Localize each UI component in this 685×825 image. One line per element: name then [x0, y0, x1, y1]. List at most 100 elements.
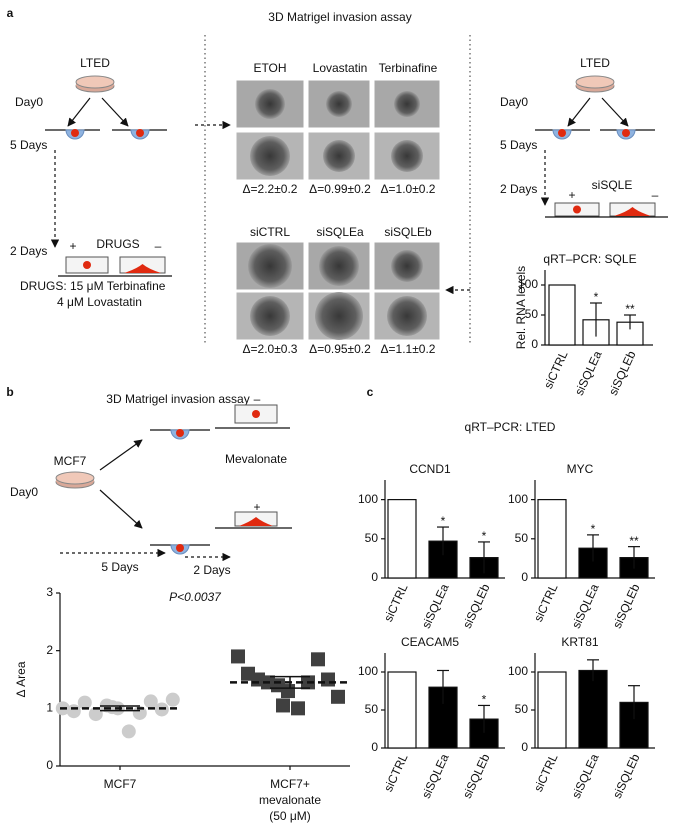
label: 2 Days: [10, 244, 47, 258]
label: Δ=2.2±0.2: [243, 182, 298, 196]
spheroid: [391, 250, 423, 282]
y-tick-label: 50: [515, 531, 529, 545]
spheroid: [391, 140, 423, 172]
point: [66, 704, 81, 719]
arrow: [99, 489, 143, 529]
arrow: [567, 97, 591, 127]
cell: [71, 129, 79, 137]
x-tick-label: siSQLEb: [610, 751, 643, 800]
y-tick-label: 0: [521, 570, 528, 584]
y-tick-label: 1: [46, 701, 53, 715]
label: LTED: [80, 56, 110, 70]
x-tick-label: MCF7: [104, 777, 137, 791]
significance: *: [591, 522, 596, 536]
point: [281, 684, 295, 699]
bar: [387, 671, 417, 749]
point: [231, 649, 245, 664]
point: [331, 689, 345, 704]
point: [77, 695, 92, 710]
dish: [55, 471, 95, 485]
arrow: [601, 97, 629, 127]
x-tick-label: siSQLEa: [569, 581, 602, 630]
arrow: [99, 439, 143, 471]
bar: [548, 284, 576, 346]
y-tick-label: 100: [358, 492, 378, 506]
point: [291, 701, 305, 716]
bar: [578, 669, 608, 749]
point: [143, 694, 158, 709]
chart-title: qRT–PCR: SQLE: [543, 252, 636, 266]
arrow: [67, 97, 91, 127]
label: 5 Days: [500, 138, 537, 152]
cell: [176, 544, 184, 552]
significance: *: [441, 514, 446, 528]
point: [88, 707, 103, 722]
label: Δ=1.0±0.2: [381, 182, 436, 196]
label: 4 μM Lovastatin: [57, 295, 142, 309]
x-tick-label: siSQLEa: [419, 581, 452, 630]
y-tick-label: 0: [46, 758, 53, 772]
label: MCF7: [54, 454, 87, 468]
y-tick-label: 50: [365, 702, 379, 716]
label: 2 Days: [500, 182, 537, 196]
chart-title: KRT81: [561, 635, 598, 649]
chart-title: CEACAM5: [401, 635, 459, 649]
y-tick-label: 100: [508, 664, 528, 678]
label: Δ=0.95±0.2: [309, 342, 371, 356]
label: +: [568, 188, 575, 202]
panel-label: a: [7, 6, 14, 20]
spheroid: [315, 292, 363, 340]
cell: [573, 205, 581, 214]
panel-title: 3D Matrigel invasion assay: [268, 10, 411, 24]
label: 5 Days: [10, 138, 47, 152]
panel-title: 3D Matrigel invasion assay: [106, 392, 249, 406]
y-tick-label: 0: [531, 337, 538, 351]
label: Δ=0.99±0.2: [309, 182, 371, 196]
invading-cells: [239, 517, 273, 526]
y-tick-label: 3: [46, 585, 53, 599]
y-tick-label: 0: [521, 740, 528, 754]
x-tick-label: siSQLEb: [460, 581, 493, 630]
cell: [558, 129, 566, 137]
x-tick-label: siCTRL: [381, 751, 411, 793]
bar: [537, 499, 567, 579]
label: DRUGS: 15 μM Terbinafine: [20, 279, 166, 293]
bar: [387, 499, 417, 579]
y-tick-label: 2: [46, 643, 53, 657]
point: [165, 692, 180, 707]
label: LTED: [580, 56, 610, 70]
y-axis-label: Rel. RNA levels: [514, 266, 528, 349]
spheroid: [250, 296, 290, 336]
label: Δ=2.0±0.3: [243, 342, 298, 356]
dish: [75, 75, 115, 89]
label: Terbinafine: [379, 61, 438, 75]
panel-title: qRT–PCR: LTED: [465, 420, 556, 434]
label: +: [253, 500, 260, 514]
spheroid: [319, 246, 359, 286]
y-tick-label: 50: [525, 307, 539, 321]
label: Δ=1.1±0.2: [381, 342, 436, 356]
x-tick-label: (50 μM): [269, 809, 311, 823]
y-axis-label: Δ Area: [14, 661, 28, 697]
label: Mevalonate: [225, 452, 287, 466]
label: DRUGS: [96, 237, 139, 251]
label: Day0: [10, 485, 38, 499]
point: [121, 724, 136, 739]
y-tick-label: 0: [371, 570, 378, 584]
panel-label: b: [6, 385, 13, 399]
label: ETOH: [253, 61, 286, 75]
spheroid: [323, 140, 355, 172]
label: 2 Days: [193, 563, 230, 577]
label: Lovastatin: [313, 61, 368, 75]
cell: [176, 429, 184, 437]
cell: [83, 261, 91, 269]
label: siCTRL: [250, 225, 290, 239]
point: [321, 672, 335, 687]
x-tick-label: siSQLEb: [610, 581, 643, 630]
spheroid: [394, 91, 420, 117]
x-tick-label: mevalonate: [259, 793, 321, 807]
x-tick-label: siCTRL: [531, 751, 561, 793]
label: siSQLE: [592, 178, 633, 192]
invading-cells: [124, 264, 161, 273]
